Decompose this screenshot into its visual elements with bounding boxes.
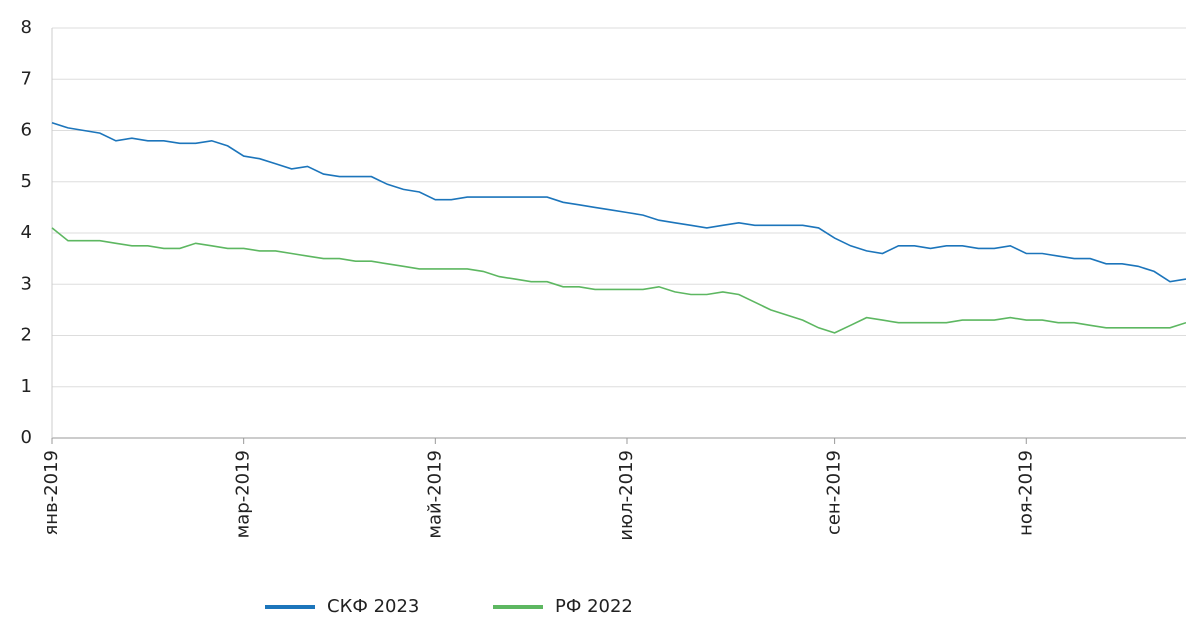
x-tick-label: май-2019 [424, 450, 445, 539]
y-tick-label: 5 [21, 171, 32, 192]
y-tick-label: 4 [21, 222, 32, 243]
y-tick-label: 2 [21, 325, 32, 346]
legend-label: СКФ 2023 [327, 596, 419, 617]
y-tick-label: 7 [21, 68, 32, 89]
legend-label: РФ 2022 [555, 596, 633, 617]
y-tick-label: 0 [21, 427, 32, 448]
y-tick-label: 8 [21, 17, 32, 38]
line [51, 122, 1186, 283]
x-tick-label: янв-2019 [41, 450, 62, 536]
y-tick-label: 3 [21, 273, 32, 294]
y-tick-label: 1 [21, 376, 32, 397]
x-tick-label: ноя-2019 [1015, 450, 1036, 536]
line [51, 227, 1186, 334]
x-tick-label: сен-2019 [824, 450, 845, 535]
x-tick-label: июл-2019 [616, 450, 637, 541]
y-tick-label: 6 [21, 120, 32, 141]
x-tick-label: мар-2019 [233, 450, 254, 538]
